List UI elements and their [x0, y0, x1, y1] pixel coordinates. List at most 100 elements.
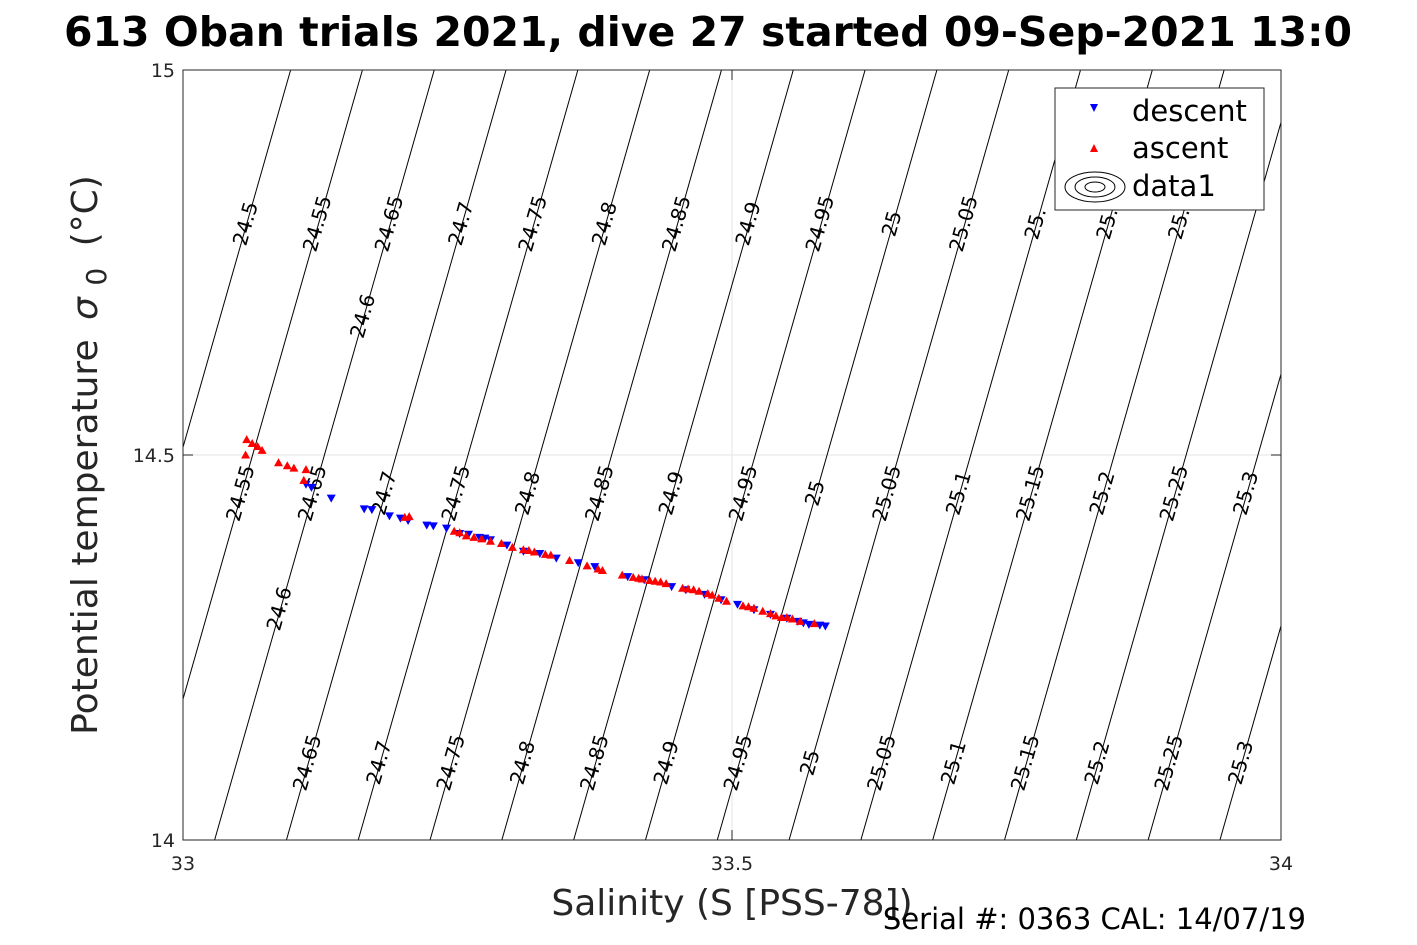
x-axis-label: Salinity (S [PSS-78])	[551, 883, 912, 924]
ascent-point	[787, 614, 797, 623]
ascent-point	[282, 461, 292, 470]
y-axis-label-text: Potential temperature	[65, 339, 106, 734]
data-points	[241, 435, 830, 631]
ascent-point	[449, 526, 459, 535]
isopycnal-line	[644, 69, 866, 841]
descent-point	[384, 512, 394, 521]
isopycnal-line	[1147, 374, 1282, 841]
ascent-point	[765, 609, 775, 618]
descent-point	[732, 600, 742, 609]
isopycnal-line	[285, 69, 507, 841]
descent-point	[428, 522, 438, 531]
isopycnal-line	[357, 69, 579, 841]
descent-point	[359, 505, 369, 514]
ascent-point	[782, 612, 792, 621]
ascent-point	[485, 536, 495, 545]
ascent-point	[694, 586, 704, 595]
ascent-point	[722, 596, 732, 605]
ascent-point	[299, 475, 309, 484]
ascent-point	[518, 545, 528, 554]
ascent-point	[404, 512, 414, 521]
ascent-point	[582, 561, 592, 570]
isopycnal-line	[182, 69, 292, 448]
legend: descent ascent data1	[1054, 87, 1265, 211]
ascent-point	[656, 577, 666, 586]
ascent-point	[461, 531, 471, 540]
descent-point	[502, 541, 512, 550]
ascent-point	[749, 603, 759, 612]
ascent-point	[507, 542, 517, 551]
isopycnal-line	[716, 69, 938, 841]
ascent-point	[743, 602, 753, 611]
y-tick-label: 14.5	[133, 445, 175, 467]
chart-title: 613 Oban trials 2021, dive 27 started 09…	[64, 8, 1352, 56]
ascent-point	[289, 463, 299, 472]
descent-point	[820, 622, 830, 631]
legend-ascent-label: ascent	[1132, 131, 1228, 165]
isopycnal-line	[501, 69, 722, 841]
descent-point	[535, 550, 545, 559]
ascent-point	[771, 611, 781, 620]
ascent-point	[661, 579, 671, 588]
ascent-point	[628, 572, 638, 581]
ascent-point	[758, 606, 768, 615]
legend-ascent-marker	[1090, 144, 1098, 152]
ascent-point	[242, 435, 252, 444]
ascent-point	[564, 555, 574, 564]
isopycnal-line	[214, 69, 435, 841]
legend-descent-label: descent	[1132, 94, 1247, 128]
y-axis-label-group: Potential temperature σ 0 (°C)	[65, 175, 115, 735]
isopycnal-line	[573, 69, 794, 841]
ascent-point	[241, 450, 251, 459]
isopycnal-line	[788, 69, 1010, 841]
ascent-point	[809, 619, 819, 628]
descent-point	[442, 524, 452, 533]
ascent-point	[496, 539, 506, 548]
descent-point	[306, 483, 316, 492]
y-axis-label: Potential temperature σ 0 (°C)	[65, 175, 115, 735]
ascent-point	[678, 583, 688, 592]
ascent-point	[257, 445, 267, 454]
legend-box	[1054, 87, 1265, 211]
x-tick-label: 34	[1269, 853, 1293, 875]
y-axis-label-unit: (°C)	[65, 175, 106, 246]
y-axis-label-subscript: 0	[80, 268, 113, 286]
ascent-point	[253, 442, 263, 451]
ascent-point	[301, 465, 311, 474]
ascent-point	[645, 576, 655, 585]
descent-point	[422, 521, 432, 530]
legend-contour-icon	[1064, 171, 1126, 203]
serial-cal-footer: Serial #: 0363 CAL: 14/07/19	[883, 902, 1306, 936]
descent-point	[623, 573, 633, 582]
ascent-point	[529, 547, 539, 556]
y-tick-label: 15	[151, 60, 175, 82]
ascent-point	[707, 590, 717, 599]
ascent-point	[546, 550, 556, 559]
ascent-point	[540, 549, 550, 558]
descent-point	[573, 559, 583, 568]
ascent-point	[689, 585, 699, 594]
descent-point	[367, 506, 377, 515]
ascent-point	[650, 576, 660, 585]
ascent-point	[637, 574, 647, 583]
x-tick-label: 33.5	[711, 853, 753, 875]
x-tick-label: 33	[171, 853, 195, 875]
ascent-point	[795, 616, 805, 625]
axis-ticks: 33 33.5 34 14 14.5 15	[133, 60, 1293, 875]
ascent-point	[617, 570, 627, 579]
y-tick-label: 14	[151, 830, 175, 852]
ascent-point	[455, 528, 465, 537]
isopycnal-line	[1075, 122, 1282, 841]
descent-point	[326, 494, 336, 503]
isopycnal-line	[182, 69, 363, 700]
isopycnal-line	[1219, 625, 1282, 841]
descent-point	[590, 563, 600, 572]
ascent-point	[524, 545, 534, 554]
ascent-point	[597, 566, 607, 574]
ascent-point	[714, 593, 724, 602]
legend-data1-label: data1	[1132, 169, 1216, 203]
descent-point	[395, 514, 405, 523]
legend-descent-marker	[1090, 104, 1098, 112]
y-axis-label-symbol: σ	[65, 296, 106, 320]
